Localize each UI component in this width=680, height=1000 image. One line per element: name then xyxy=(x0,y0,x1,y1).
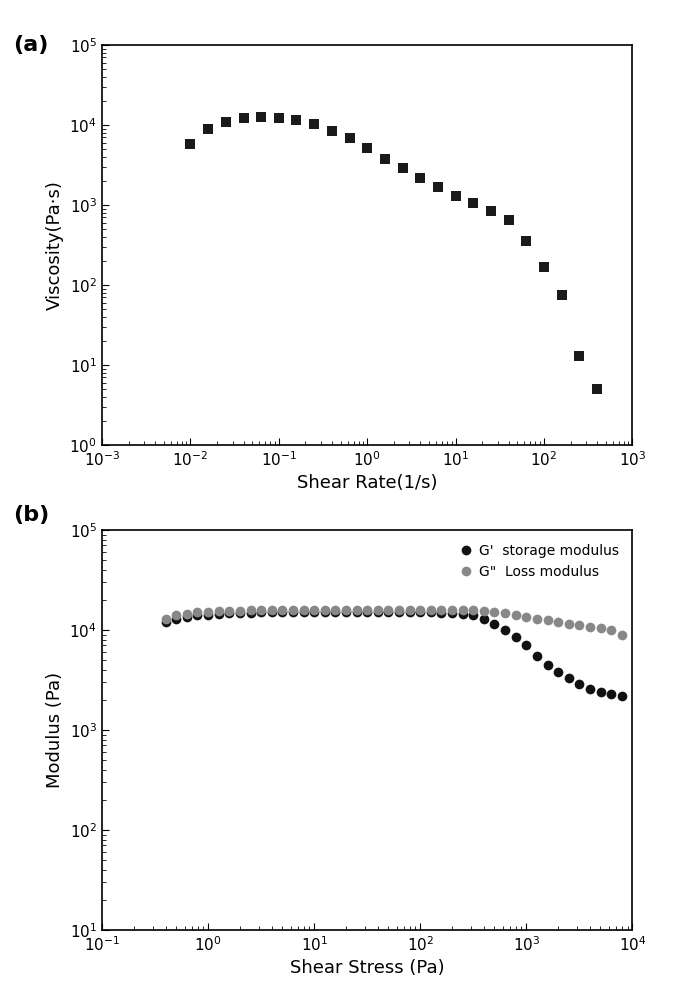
G"  Loss modulus xyxy=(416,604,424,616)
G'  storage modulus xyxy=(183,611,191,623)
G"  Loss modulus xyxy=(321,604,329,616)
G'  storage modulus xyxy=(480,613,488,625)
G'  storage modulus xyxy=(384,606,392,618)
G'  storage modulus xyxy=(278,606,286,618)
G'  storage modulus xyxy=(321,606,329,618)
G"  Loss modulus xyxy=(374,604,382,616)
G'  storage modulus xyxy=(458,608,466,620)
G"  Loss modulus xyxy=(575,619,583,631)
X-axis label: Shear Rate(1/s): Shear Rate(1/s) xyxy=(297,474,437,492)
G'  storage modulus xyxy=(490,618,498,630)
Line: G'  storage modulus: G' storage modulus xyxy=(161,608,627,701)
G'  storage modulus xyxy=(257,606,265,618)
G"  Loss modulus xyxy=(511,609,520,621)
G"  Loss modulus xyxy=(522,611,530,623)
G'  storage modulus xyxy=(352,606,360,618)
G"  Loss modulus xyxy=(257,604,265,616)
G'  storage modulus xyxy=(374,606,382,618)
G"  Loss modulus xyxy=(448,604,456,616)
G'  storage modulus xyxy=(405,606,413,618)
Text: (a): (a) xyxy=(14,35,49,55)
G"  Loss modulus xyxy=(236,605,244,617)
G'  storage modulus xyxy=(416,606,424,618)
G"  Loss modulus xyxy=(543,614,551,626)
G"  Loss modulus xyxy=(331,604,339,616)
G"  Loss modulus xyxy=(204,606,212,618)
G"  Loss modulus xyxy=(299,604,307,616)
G"  Loss modulus xyxy=(246,604,254,616)
G"  Loss modulus xyxy=(342,604,350,616)
G"  Loss modulus xyxy=(427,604,435,616)
G'  storage modulus xyxy=(246,607,254,619)
G'  storage modulus xyxy=(172,613,180,625)
G'  storage modulus xyxy=(617,690,626,702)
G'  storage modulus xyxy=(342,606,350,618)
G'  storage modulus xyxy=(236,607,244,619)
G'  storage modulus xyxy=(575,678,583,690)
G'  storage modulus xyxy=(607,688,615,700)
G"  Loss modulus xyxy=(162,613,170,625)
G'  storage modulus xyxy=(331,606,339,618)
G'  storage modulus xyxy=(289,606,297,618)
G"  Loss modulus xyxy=(278,604,286,616)
Legend: G'  storage modulus, G"  Loss modulus: G' storage modulus, G" Loss modulus xyxy=(454,537,626,586)
G"  Loss modulus xyxy=(172,609,180,621)
G"  Loss modulus xyxy=(363,604,371,616)
G"  Loss modulus xyxy=(289,604,297,616)
G'  storage modulus xyxy=(395,606,403,618)
G'  storage modulus xyxy=(363,606,371,618)
G'  storage modulus xyxy=(469,609,477,621)
G"  Loss modulus xyxy=(533,613,541,625)
G"  Loss modulus xyxy=(596,622,605,634)
G"  Loss modulus xyxy=(183,608,191,620)
G"  Loss modulus xyxy=(564,618,573,630)
G'  storage modulus xyxy=(554,666,562,678)
G'  storage modulus xyxy=(522,639,530,651)
G"  Loss modulus xyxy=(501,607,509,619)
G"  Loss modulus xyxy=(607,624,615,636)
G"  Loss modulus xyxy=(490,606,498,618)
G'  storage modulus xyxy=(511,631,520,643)
G'  storage modulus xyxy=(448,607,456,619)
G"  Loss modulus xyxy=(352,604,360,616)
Y-axis label: Viscosity(Pa·s): Viscosity(Pa·s) xyxy=(46,180,64,310)
G"  Loss modulus xyxy=(586,621,594,633)
Line: G"  Loss modulus: G" Loss modulus xyxy=(161,605,627,639)
G"  Loss modulus xyxy=(437,604,445,616)
G'  storage modulus xyxy=(204,609,212,621)
G'  storage modulus xyxy=(586,683,594,695)
G"  Loss modulus xyxy=(458,604,466,616)
G"  Loss modulus xyxy=(384,604,392,616)
Y-axis label: Modulus (Pa): Modulus (Pa) xyxy=(46,672,64,788)
G'  storage modulus xyxy=(225,607,233,619)
G'  storage modulus xyxy=(193,609,201,621)
G'  storage modulus xyxy=(310,606,318,618)
G'  storage modulus xyxy=(299,606,307,618)
G"  Loss modulus xyxy=(554,616,562,628)
G"  Loss modulus xyxy=(215,605,223,617)
G"  Loss modulus xyxy=(193,606,201,618)
G"  Loss modulus xyxy=(395,604,403,616)
G'  storage modulus xyxy=(596,686,605,698)
G'  storage modulus xyxy=(437,607,445,619)
Text: (b): (b) xyxy=(14,505,50,525)
G"  Loss modulus xyxy=(225,605,233,617)
G'  storage modulus xyxy=(215,608,223,620)
G'  storage modulus xyxy=(501,624,509,636)
G'  storage modulus xyxy=(533,650,541,662)
G"  Loss modulus xyxy=(617,629,626,641)
G"  Loss modulus xyxy=(310,604,318,616)
G'  storage modulus xyxy=(162,616,170,628)
G'  storage modulus xyxy=(268,606,276,618)
G"  Loss modulus xyxy=(469,604,477,616)
G"  Loss modulus xyxy=(268,604,276,616)
X-axis label: Shear Stress (Pa): Shear Stress (Pa) xyxy=(290,959,445,977)
G'  storage modulus xyxy=(427,606,435,618)
G"  Loss modulus xyxy=(405,604,413,616)
G'  storage modulus xyxy=(543,659,551,671)
G'  storage modulus xyxy=(564,672,573,684)
G"  Loss modulus xyxy=(480,605,488,617)
